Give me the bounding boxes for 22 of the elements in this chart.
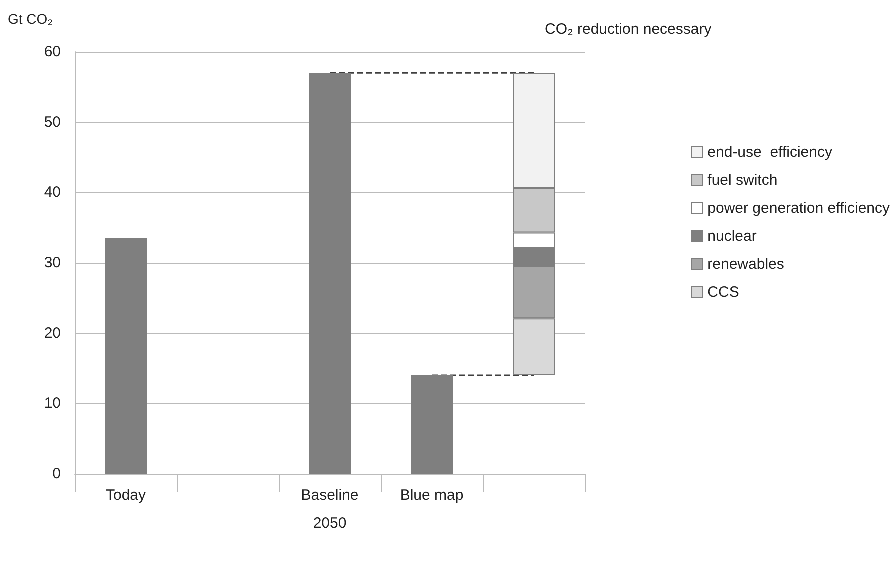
legend-label: CCS [708,284,740,301]
y-tick-label: 20 [44,324,61,342]
y-tick-label: 0 [52,466,61,482]
y-tick-label: 40 [44,184,61,202]
legend-label: nuclear [708,228,757,245]
y-tick-label: 50 [44,114,61,131]
legend-label: renewables [708,256,784,273]
text: CO₂ reduction necessary [545,21,712,38]
x-tick-label: Baseline [301,487,359,504]
legend-label: end-use efficiency [708,144,833,161]
bar [309,73,351,474]
x-tick-label: Blue map [400,487,464,504]
y-tick-label: 30 [44,254,61,272]
y-tick-label: 60 [44,44,61,60]
legend-label: power generation efficiency [708,200,890,217]
y-tick-label: 10 [44,395,61,412]
x-tick-label: Today [106,487,147,504]
y-axis-title: Gt CO₂ [8,11,54,27]
x-axis-title: 2050 [313,515,347,532]
legend-label: fuel switch [708,172,778,189]
bar [105,238,147,474]
bar [411,376,453,474]
